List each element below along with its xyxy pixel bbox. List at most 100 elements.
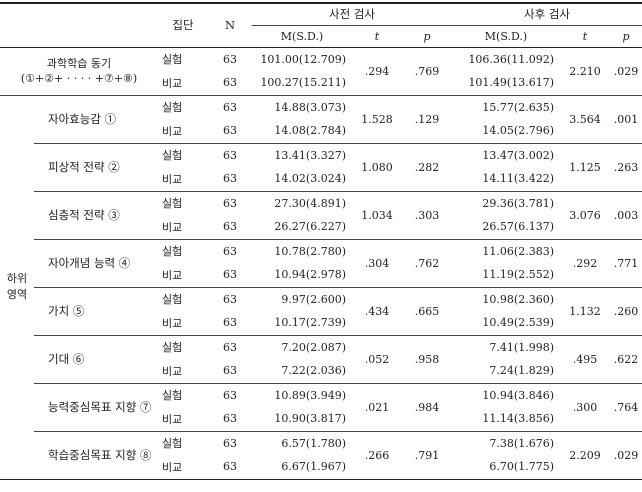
main-row-name-line1: 과학학습 동기	[46, 57, 112, 70]
pre-msd-cell: 7.22(2.036)	[281, 364, 346, 378]
pre-p-cell: .984	[402, 383, 452, 432]
pre-msd-cell: 10.94(2.978)	[274, 268, 346, 282]
header-pre-p: p	[423, 29, 431, 43]
group-cell: 실험	[162, 341, 183, 355]
n-cell: 63	[223, 52, 237, 66]
pre-t-cell: .052	[352, 335, 402, 384]
n-cell: 63	[223, 244, 237, 258]
n-cell: 63	[223, 316, 237, 330]
pre-p-cell: .769	[402, 47, 452, 96]
sub-row-exp: 학습중심목표 지향 ⑧ 실험 63 6.57(1.780) .266 .791 …	[0, 431, 642, 480]
post-msd-cell: 10.94(3.846)	[482, 388, 554, 402]
group-cell: 실험	[162, 101, 183, 115]
group-cell: 비교	[162, 460, 183, 474]
pre-p-cell: .129	[402, 95, 452, 144]
sub-row-exp: 자아개념 능력 ④ 실험 63 10.78(2.780) .304 .762 1…	[0, 239, 642, 288]
n-cell: 63	[223, 364, 237, 378]
pre-msd-cell: 27.30(4.891)	[274, 196, 346, 210]
region-label: 하위 영역	[0, 95, 34, 480]
post-msd-cell: 10.49(2.539)	[482, 316, 554, 330]
post-t-cell: .300	[560, 383, 610, 432]
pre-t-cell: 1.034	[352, 191, 402, 240]
header-pre-test: 사전 검사	[252, 3, 452, 26]
n-cell: 63	[223, 292, 237, 306]
sub-row-ctrl: 비교 63 10.17(2.739) 10.49(2.539)	[0, 311, 642, 335]
post-msd-cell: 11.06(2.383)	[482, 244, 554, 258]
pre-msd-cell: 6.67(1.967)	[281, 460, 346, 474]
pre-p-cell: .282	[402, 143, 452, 192]
pre-msd-cell: 101.00(12.709)	[260, 52, 346, 66]
group-cell: 실험	[162, 245, 183, 259]
group-cell: 비교	[162, 220, 183, 234]
pre-msd-cell: 14.88(3.073)	[274, 100, 346, 114]
n-cell: 63	[223, 148, 237, 162]
post-p-cell: .003	[610, 191, 642, 240]
header-post-msd: M(S.D.)	[484, 29, 528, 43]
pre-p-cell: .303	[402, 191, 452, 240]
sub-row-exp: 가치 ⑤ 실험 63 9.97(2.600) .434 .665 10.98(2…	[0, 287, 642, 336]
pre-msd-cell: 7.20(2.087)	[281, 340, 346, 354]
n-cell: 63	[223, 196, 237, 210]
pre-msd-cell: 100.27(15.211)	[260, 76, 346, 90]
pre-p-cell: .665	[402, 287, 452, 336]
post-msd-cell: 13.47(3.002)	[482, 148, 554, 162]
pre-msd-cell: 10.89(3.949)	[274, 388, 346, 402]
post-t-cell: .292	[560, 239, 610, 288]
post-msd-cell: 11.19(2.552)	[482, 268, 554, 282]
post-t-cell: 3.076	[560, 191, 610, 240]
post-msd-cell: 15.77(2.635)	[482, 100, 554, 114]
pre-p-cell: .958	[402, 335, 452, 384]
pre-p-cell: .762	[402, 239, 452, 288]
header-post-test: 사후 검사	[452, 3, 642, 26]
pre-msd-cell: 14.08(2.784)	[274, 124, 346, 138]
main-row-name: 과학학습 동기 (①+②+ · · · · +⑦+⑧)	[0, 47, 158, 96]
header-pre-msd: M(S.D.)	[280, 29, 324, 43]
header-n: N	[208, 3, 252, 48]
sub-domain-name: 학습중심목표 지향 ⑧	[34, 431, 158, 480]
sub-row-ctrl: 비교 63 14.02(3.024) 14.11(3.422)	[0, 167, 642, 191]
post-t-cell: 1.132	[560, 287, 610, 336]
post-t-cell: 1.125	[560, 143, 610, 192]
sub-domain-name: 심층적 전략 ③	[34, 191, 158, 240]
sub-domain-name: 피상적 전략 ②	[34, 143, 158, 192]
sub-row-ctrl: 비교 63 6.67(1.967) 6.70(1.775)	[0, 455, 642, 479]
pre-msd-cell: 10.17(2.739)	[274, 316, 346, 330]
sub-domain-name: 기대 ⑥	[34, 335, 158, 384]
group-cell: 비교	[162, 412, 183, 426]
group-cell: 실험	[162, 149, 183, 163]
post-msd-cell: 11.14(3.856)	[482, 412, 554, 426]
post-msd-cell: 14.11(3.422)	[482, 172, 554, 186]
post-msd-cell: 10.98(2.360)	[482, 292, 554, 306]
post-msd-cell: 6.70(1.775)	[489, 460, 554, 474]
post-msd-cell: 106.36(11.092)	[468, 52, 554, 66]
post-t-cell: 3.564	[560, 95, 610, 144]
group-cell: 비교	[162, 364, 183, 378]
group-cell: 비교	[162, 268, 183, 282]
group-cell: 비교	[162, 124, 183, 138]
group-cell: 실험	[162, 293, 183, 307]
region-label-line2: 영역	[6, 288, 28, 301]
post-t-cell: 2.210	[560, 47, 610, 96]
region-label-line1: 하위	[6, 272, 28, 285]
post-t-cell: .495	[560, 335, 610, 384]
n-cell: 63	[223, 100, 237, 114]
n-cell: 63	[223, 124, 237, 138]
post-msd-cell: 26.57(6.137)	[482, 220, 554, 234]
sub-row-exp: 하위 영역 자아효능감 ① 실험 63 14.88(3.073) 1.528 .…	[0, 95, 642, 480]
post-p-cell: .001	[610, 95, 642, 144]
post-p-cell: .260	[610, 287, 642, 336]
post-p-cell: .263	[610, 143, 642, 192]
sub-row-ctrl: 비교 63 14.08(2.784) 14.05(2.796)	[0, 119, 642, 143]
post-msd-cell: 101.49(13.617)	[468, 76, 554, 90]
pre-t-cell: 1.528	[352, 95, 402, 144]
sub-row-exp: 피상적 전략 ② 실험 63 13.41(3.327) 1.080 .282 1…	[0, 143, 642, 192]
n-cell: 63	[223, 388, 237, 402]
pre-msd-cell: 10.78(2.780)	[274, 244, 346, 258]
sub-row-ctrl: 비교 63 10.94(2.978) 11.19(2.552)	[0, 263, 642, 287]
pre-msd-cell: 10.90(3.817)	[274, 412, 346, 426]
post-msd-cell: 14.05(2.796)	[482, 124, 554, 138]
header-blank	[0, 3, 158, 48]
pre-t-cell: .021	[352, 383, 402, 432]
post-msd-cell: 7.41(1.998)	[489, 340, 554, 354]
main-row-name-line2: (①+②+ · · · · +⑦+⑧)	[20, 72, 138, 85]
